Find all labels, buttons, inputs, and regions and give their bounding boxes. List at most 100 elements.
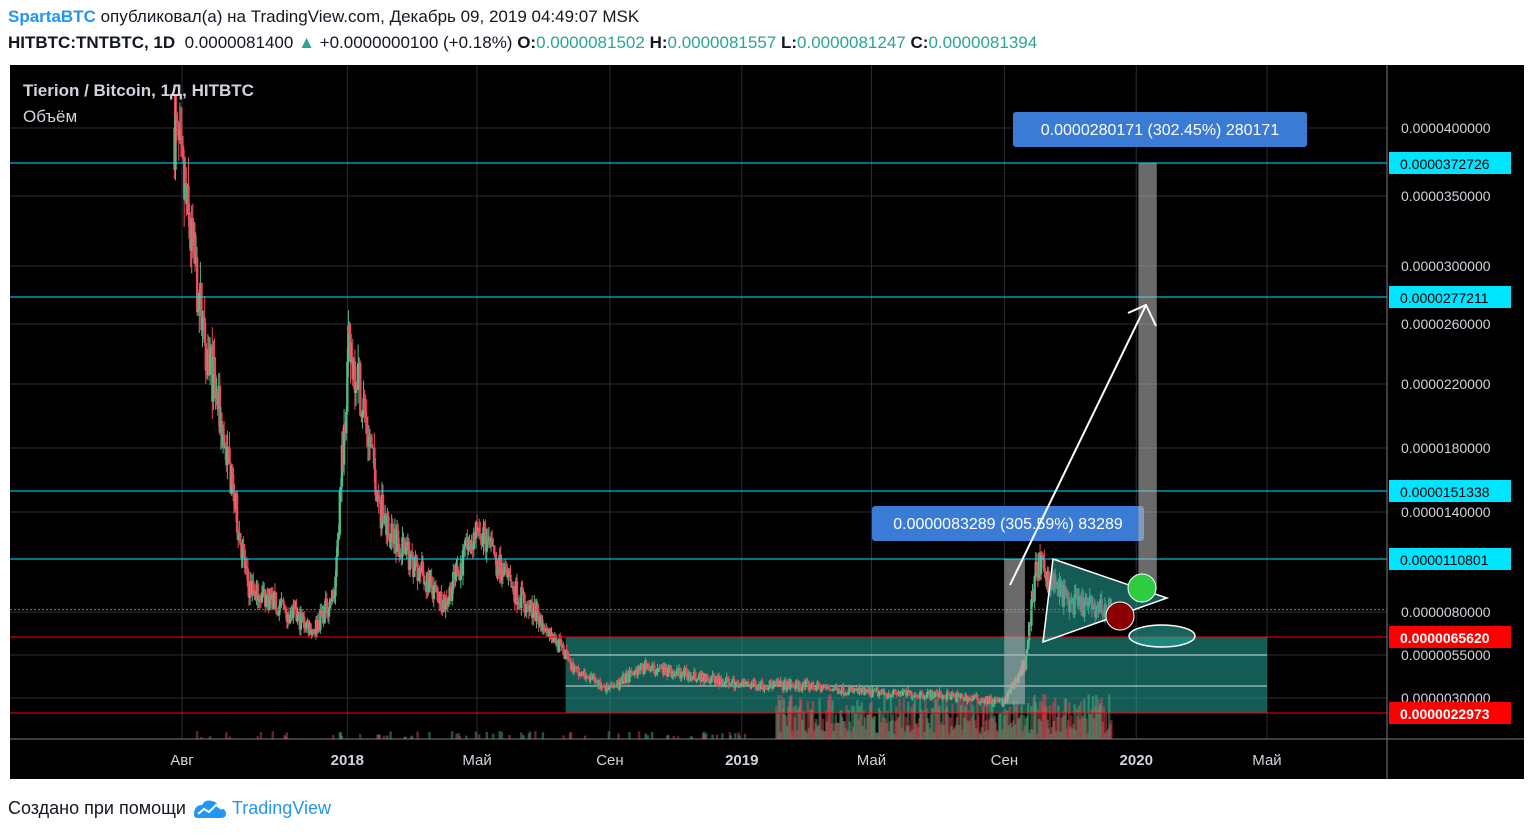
candle-body — [806, 681, 809, 683]
volume-bar — [819, 711, 822, 739]
volume-bar — [850, 705, 854, 739]
candle-body — [268, 595, 271, 610]
candle-body — [428, 579, 431, 593]
price-tick-label: 0.0000350000 — [1401, 188, 1491, 204]
candle-body — [624, 672, 628, 684]
volume-bar — [225, 732, 228, 739]
close-label: C: — [910, 33, 929, 52]
candle-body — [852, 689, 856, 692]
volume-bar — [938, 705, 941, 739]
candle-body — [246, 568, 250, 587]
volume-bar — [1096, 710, 1099, 739]
volume-bar — [1023, 725, 1027, 739]
volume-bar — [389, 731, 392, 739]
candle-body — [723, 684, 726, 686]
author-link[interactable]: SpartaBTC — [8, 7, 96, 26]
volume-bar — [1058, 712, 1061, 739]
volume-bar — [776, 711, 779, 739]
volume-bar — [957, 725, 961, 739]
candle-body — [398, 543, 401, 557]
candle-body — [214, 374, 217, 399]
candle-body — [226, 446, 229, 466]
candle-body — [445, 597, 448, 605]
volume-bar — [1025, 716, 1029, 739]
candle-body — [974, 696, 977, 698]
candle-body — [174, 114, 177, 170]
volume-bar — [955, 717, 959, 739]
candle-body — [961, 694, 964, 698]
volume-bar — [1070, 715, 1073, 739]
candle-body — [756, 687, 760, 690]
candle-body — [697, 677, 700, 680]
candle-body — [738, 685, 741, 688]
candle-body — [404, 549, 407, 554]
volume-bar — [925, 708, 928, 739]
volume-bar — [644, 733, 647, 739]
candle-body — [359, 363, 362, 416]
volume-bar — [827, 700, 830, 739]
candle-body — [884, 692, 887, 694]
volume-bar — [271, 731, 274, 739]
candle-body — [288, 614, 292, 623]
candle-body — [941, 696, 944, 698]
candle-body — [673, 673, 676, 677]
candle-body — [639, 667, 642, 671]
volume-bar — [1028, 732, 1031, 739]
chart-area[interactable]: 0.0000083289 (305.59%) 83289 0.0000280171… — [10, 65, 1524, 779]
price-tick-label: 0.0000140000 — [1401, 504, 1491, 520]
candle-body — [912, 696, 915, 698]
volume-bar — [821, 718, 825, 739]
volume-bar — [951, 703, 954, 739]
candle-body — [603, 686, 606, 688]
candle-body — [319, 609, 322, 630]
volume-bar — [1055, 730, 1058, 739]
price-tick-label: 0.0000300000 — [1401, 258, 1491, 274]
candle-body — [509, 574, 512, 582]
candle-body — [501, 568, 505, 576]
candle-body — [599, 680, 602, 688]
candle-body — [260, 592, 264, 603]
candle-body — [835, 686, 839, 689]
candle-body — [729, 683, 733, 687]
volume-bar — [865, 714, 869, 739]
candle-body — [416, 563, 419, 581]
volume-bar — [797, 706, 801, 739]
tradingview-link[interactable]: TradingView — [231, 797, 332, 818]
volume-bar — [882, 717, 885, 739]
candle-body — [791, 683, 794, 686]
volume-bar — [908, 725, 911, 739]
candle-body — [325, 598, 329, 614]
volume-bar — [980, 727, 983, 739]
volume-bar — [981, 705, 984, 739]
candle-body — [764, 685, 767, 689]
volume-bar — [914, 724, 917, 739]
volume-bar — [808, 710, 812, 739]
candle-body — [530, 601, 534, 619]
candle-body — [1044, 571, 1047, 578]
volume-bar — [782, 698, 786, 739]
volume-bar — [1002, 711, 1005, 739]
candle-body — [551, 633, 554, 642]
volume-bar — [1004, 709, 1007, 739]
volume-bar — [738, 735, 741, 739]
candle-body — [485, 535, 488, 552]
ohlc-line: HITBTC:TNTBTC, 1D 0.0000081400 ▲ +0.0000… — [8, 33, 1037, 53]
volume-bar — [848, 721, 852, 739]
volume-bar — [1019, 715, 1022, 739]
candle-body — [436, 591, 440, 603]
volume-bar — [974, 720, 977, 739]
chart-svg[interactable]: 0.0000083289 (305.59%) 83289 0.0000280171… — [10, 65, 1524, 779]
candle-body — [871, 690, 874, 698]
candle-body — [696, 679, 699, 681]
volume-bar — [785, 725, 789, 739]
candle-body — [349, 333, 352, 363]
candle-body — [342, 424, 346, 465]
volume-bar — [806, 701, 809, 739]
volume-bar — [404, 736, 407, 739]
candle-body — [333, 596, 336, 599]
volume-bar — [934, 699, 937, 739]
volume-bar — [903, 731, 907, 739]
volume-bar — [956, 699, 960, 739]
candle-body — [274, 592, 278, 611]
volume-bar — [809, 708, 813, 739]
